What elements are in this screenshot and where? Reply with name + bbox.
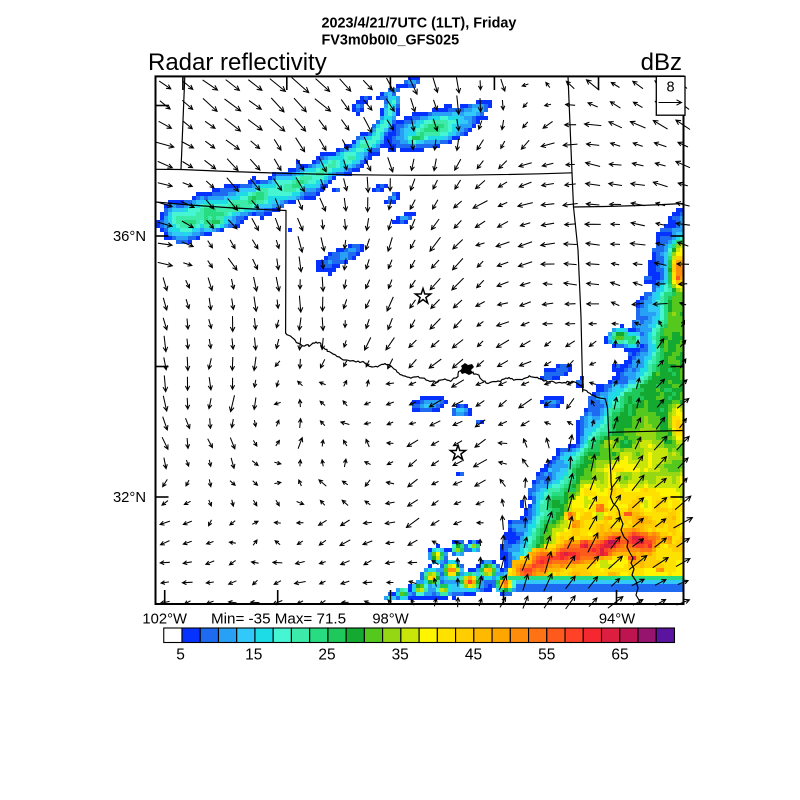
svg-text:25: 25 [318,647,335,664]
svg-text:2023/4/21/7UTC (1LT), Friday: 2023/4/21/7UTC (1LT), Friday [322,16,517,32]
svg-text:32°N: 32°N [113,490,146,506]
svg-text:dBz: dBz [641,49,682,76]
svg-text:5: 5 [176,647,185,664]
svg-text:8: 8 [666,80,674,96]
svg-text:35: 35 [392,647,409,664]
svg-text:FV3m0b0I0_GFS025: FV3m0b0I0_GFS025 [322,33,460,49]
svg-text:55: 55 [538,647,555,664]
svg-text:36°N: 36°N [113,229,146,245]
svg-text:15: 15 [245,647,262,664]
svg-text:65: 65 [611,647,628,664]
svg-text:98°W: 98°W [372,612,408,628]
svg-text:94°W: 94°W [599,612,635,628]
svg-text:Min= -35 Max= 71.5: Min= -35 Max= 71.5 [211,611,346,628]
svg-text:Radar reflectivity: Radar reflectivity [148,49,327,76]
svg-text:102°W: 102°W [142,612,187,628]
svg-text:45: 45 [465,647,482,664]
